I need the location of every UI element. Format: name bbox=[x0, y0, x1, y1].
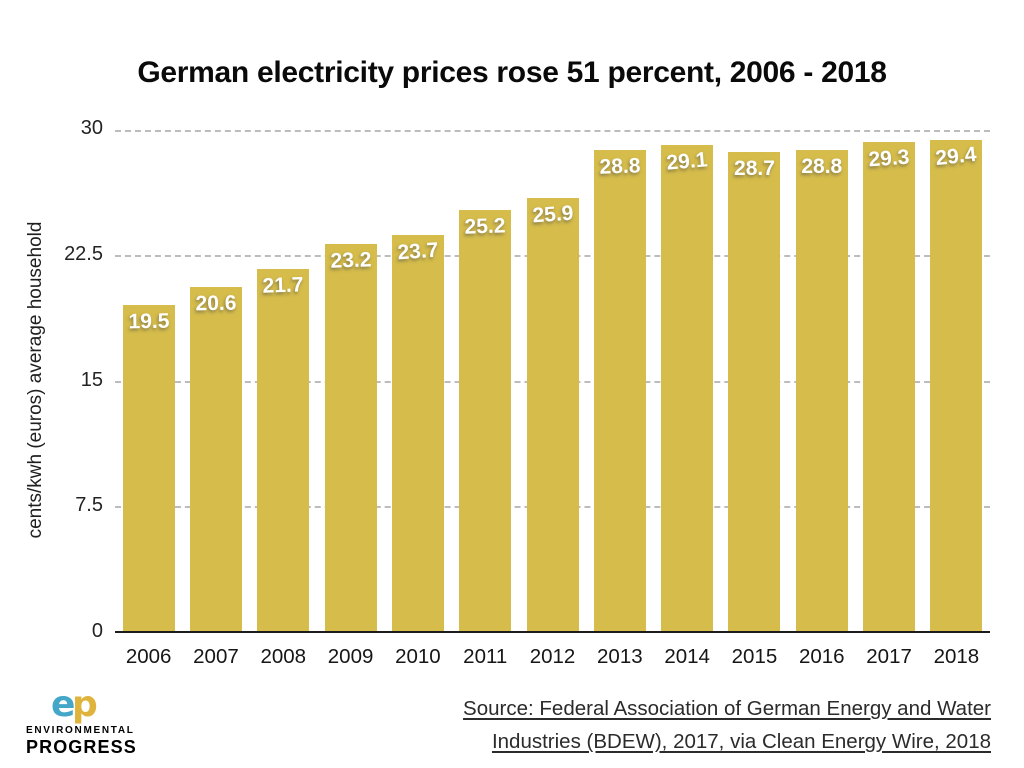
logo-name-line2: PROGRESS bbox=[26, 737, 137, 757]
bar-2016: 28.8 bbox=[795, 150, 848, 631]
bar-column-2016: 28.8 bbox=[788, 130, 855, 631]
bar-2008: 21.7 bbox=[257, 268, 310, 631]
bar-2007: 20.6 bbox=[189, 286, 242, 631]
bar-column-2015: 28.7 bbox=[721, 130, 788, 631]
bar-column-2012: 25.9 bbox=[519, 130, 586, 631]
y-tick-15: 15 bbox=[80, 368, 103, 391]
bar-2017: 29.3 bbox=[863, 141, 916, 631]
bar-column-2006: 19.5 bbox=[115, 130, 182, 631]
x-tick-2007: 2007 bbox=[193, 645, 239, 668]
svg-text:e: e bbox=[51, 684, 75, 724]
bar-value-2013: 28.8 bbox=[598, 154, 641, 179]
bar-column-2008: 21.7 bbox=[250, 130, 317, 631]
x-tick-2014: 2014 bbox=[664, 645, 710, 668]
bar-column-2018: 29.4 bbox=[923, 130, 990, 631]
y-tick-22.5: 22.5 bbox=[64, 242, 103, 265]
bar-2009: 23.2 bbox=[324, 243, 377, 631]
bar-2018: 29.4 bbox=[930, 140, 983, 631]
bar-column-2009: 23.2 bbox=[317, 130, 384, 631]
bar-value-2017: 29.3 bbox=[867, 145, 911, 172]
bar-column-2013: 28.8 bbox=[586, 130, 653, 631]
bar-2006: 19.5 bbox=[122, 305, 175, 631]
bar-2015: 28.7 bbox=[728, 151, 781, 631]
y-tick-30: 30 bbox=[80, 117, 103, 139]
x-tick-2008: 2008 bbox=[260, 645, 307, 668]
bar-2014: 29.1 bbox=[661, 145, 714, 631]
bar-column-2010: 23.7 bbox=[384, 130, 451, 631]
bar-value-2006: 19.5 bbox=[128, 310, 170, 334]
bar-2010: 23.7 bbox=[391, 235, 444, 631]
x-tick-2018: 2018 bbox=[933, 645, 980, 668]
x-tick-2009: 2009 bbox=[327, 645, 374, 668]
x-axis-labels: 2006 2007 2008 2009 2010 2011 2012 2013 2014 2015… bbox=[115, 645, 990, 669]
bar-column-2017: 29.3 bbox=[855, 130, 922, 631]
bars-row: 19.5 20.6 21.7 23.2 23.7 25.2 25.9 28.8 29.1 28.7… bbox=[115, 130, 990, 631]
bar-value-2011: 25.2 bbox=[464, 214, 507, 239]
x-tick-2012: 2012 bbox=[529, 645, 576, 668]
source-citation: Source: Federal Association of German En… bbox=[463, 692, 991, 758]
chart-title: German electricity prices rose 51 percen… bbox=[137, 56, 887, 89]
x-tick-2011: 2011 bbox=[463, 645, 508, 668]
x-tick-2006: 2006 bbox=[125, 645, 172, 668]
source-line2: Industries (BDEW), 2017, via Clean Energ… bbox=[491, 730, 991, 753]
environmental-progress-logo: e p ENVIRONMENTAL PROGRESS bbox=[26, 684, 137, 758]
bar-column-2011: 25.2 bbox=[452, 130, 519, 631]
x-tick-2010: 2010 bbox=[395, 645, 441, 668]
bar-column-2007: 20.6 bbox=[182, 130, 249, 631]
svg-text:p: p bbox=[72, 684, 98, 724]
bar-2011: 25.2 bbox=[459, 210, 512, 631]
bar-value-2015: 28.7 bbox=[734, 156, 775, 180]
x-tick-2016: 2016 bbox=[798, 645, 845, 668]
x-tick-2013: 2013 bbox=[597, 645, 643, 668]
bar-value-2009: 23.2 bbox=[329, 247, 372, 273]
ep-monogram-icon: e p bbox=[51, 684, 98, 724]
bar-value-2010: 23.7 bbox=[396, 238, 440, 265]
bar-value-2012: 25.9 bbox=[531, 202, 574, 228]
bar-value-2014: 29.1 bbox=[665, 148, 709, 175]
source-line1: Source: Federal Association of German En… bbox=[463, 697, 991, 720]
bar-2013: 28.8 bbox=[593, 150, 646, 631]
bar-column-2014: 29.1 bbox=[654, 130, 721, 631]
y-tick-7.5: 7.5 bbox=[75, 494, 103, 517]
bar-value-2007: 20.6 bbox=[195, 291, 237, 316]
bar-value-2016: 28.8 bbox=[801, 155, 843, 179]
bar-value-2018: 29.4 bbox=[934, 142, 978, 171]
bar-value-2008: 21.7 bbox=[262, 272, 305, 298]
plot-area: 19.5 20.6 21.7 23.2 23.7 25.2 25.9 28.8 29.1 28.7… bbox=[115, 130, 990, 633]
gridline-30 bbox=[115, 130, 990, 132]
bar-2012: 25.9 bbox=[526, 198, 579, 631]
y-axis-ticks: 0 7.5 15 22.5 30 bbox=[0, 117, 103, 642]
logo-name-line1: ENVIRONMENTAL bbox=[26, 725, 135, 736]
y-tick-0: 0 bbox=[91, 620, 103, 642]
x-tick-2015: 2015 bbox=[731, 645, 778, 668]
x-tick-2017: 2017 bbox=[866, 645, 912, 668]
